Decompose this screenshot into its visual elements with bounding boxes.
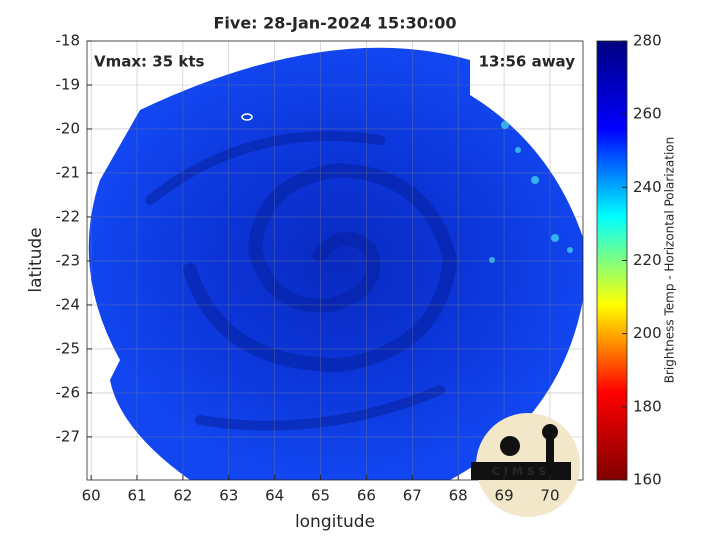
colorbar-tick-label: 280: [633, 32, 662, 50]
annotation: Vmax: 35 kts: [94, 53, 204, 71]
colorbar-tick-label: 260: [633, 105, 662, 123]
chart-title: Five: 28-Jan-2024 15:30:00: [213, 14, 456, 33]
colorbar-tick-label: 160: [633, 471, 662, 489]
y-tick-label: -22: [56, 207, 81, 225]
y-tick-label: -23: [56, 251, 81, 269]
logo-text: CIMSS: [492, 465, 550, 478]
y-tick-label: -18: [56, 32, 81, 50]
x-tick-label: 69: [495, 487, 514, 505]
y-tick-label: -25: [56, 339, 81, 357]
x-tick-label: 67: [403, 487, 422, 505]
y-tick-label: -21: [56, 163, 81, 181]
x-tick-label: 60: [82, 487, 101, 505]
x-tick-label: 65: [311, 487, 330, 505]
x-tick-label: 66: [357, 487, 376, 505]
y-tick-label: -20: [56, 119, 81, 137]
colorbar-tick-label: 200: [633, 324, 662, 342]
x-tick-label: 68: [449, 487, 468, 505]
x-tick-label: 63: [219, 487, 238, 505]
x-axis-label: longitude: [295, 512, 375, 532]
colorbar-tick-label: 180: [633, 397, 662, 415]
x-tick-label: 64: [265, 487, 284, 505]
satellite-image: [88, 47, 583, 480]
colorbar-tick-label: 240: [633, 178, 662, 196]
annotation: 13:56 away: [479, 53, 576, 71]
y-tick-label: -24: [56, 295, 81, 313]
y-axis-label: latitude: [26, 227, 46, 292]
y-tick-label: -26: [56, 383, 81, 401]
x-tick-label: 62: [173, 487, 192, 505]
logo: CIMSS: [471, 413, 580, 517]
y-tick-label: -27: [56, 427, 81, 445]
colorbar-label: Brightness Temp - Horizontal Polarizatio…: [663, 137, 677, 384]
x-tick-label: 70: [540, 487, 559, 505]
y-tick-label: -19: [56, 75, 81, 93]
colorbar-tick-label: 220: [633, 251, 662, 269]
x-tick-label: 61: [127, 487, 146, 505]
